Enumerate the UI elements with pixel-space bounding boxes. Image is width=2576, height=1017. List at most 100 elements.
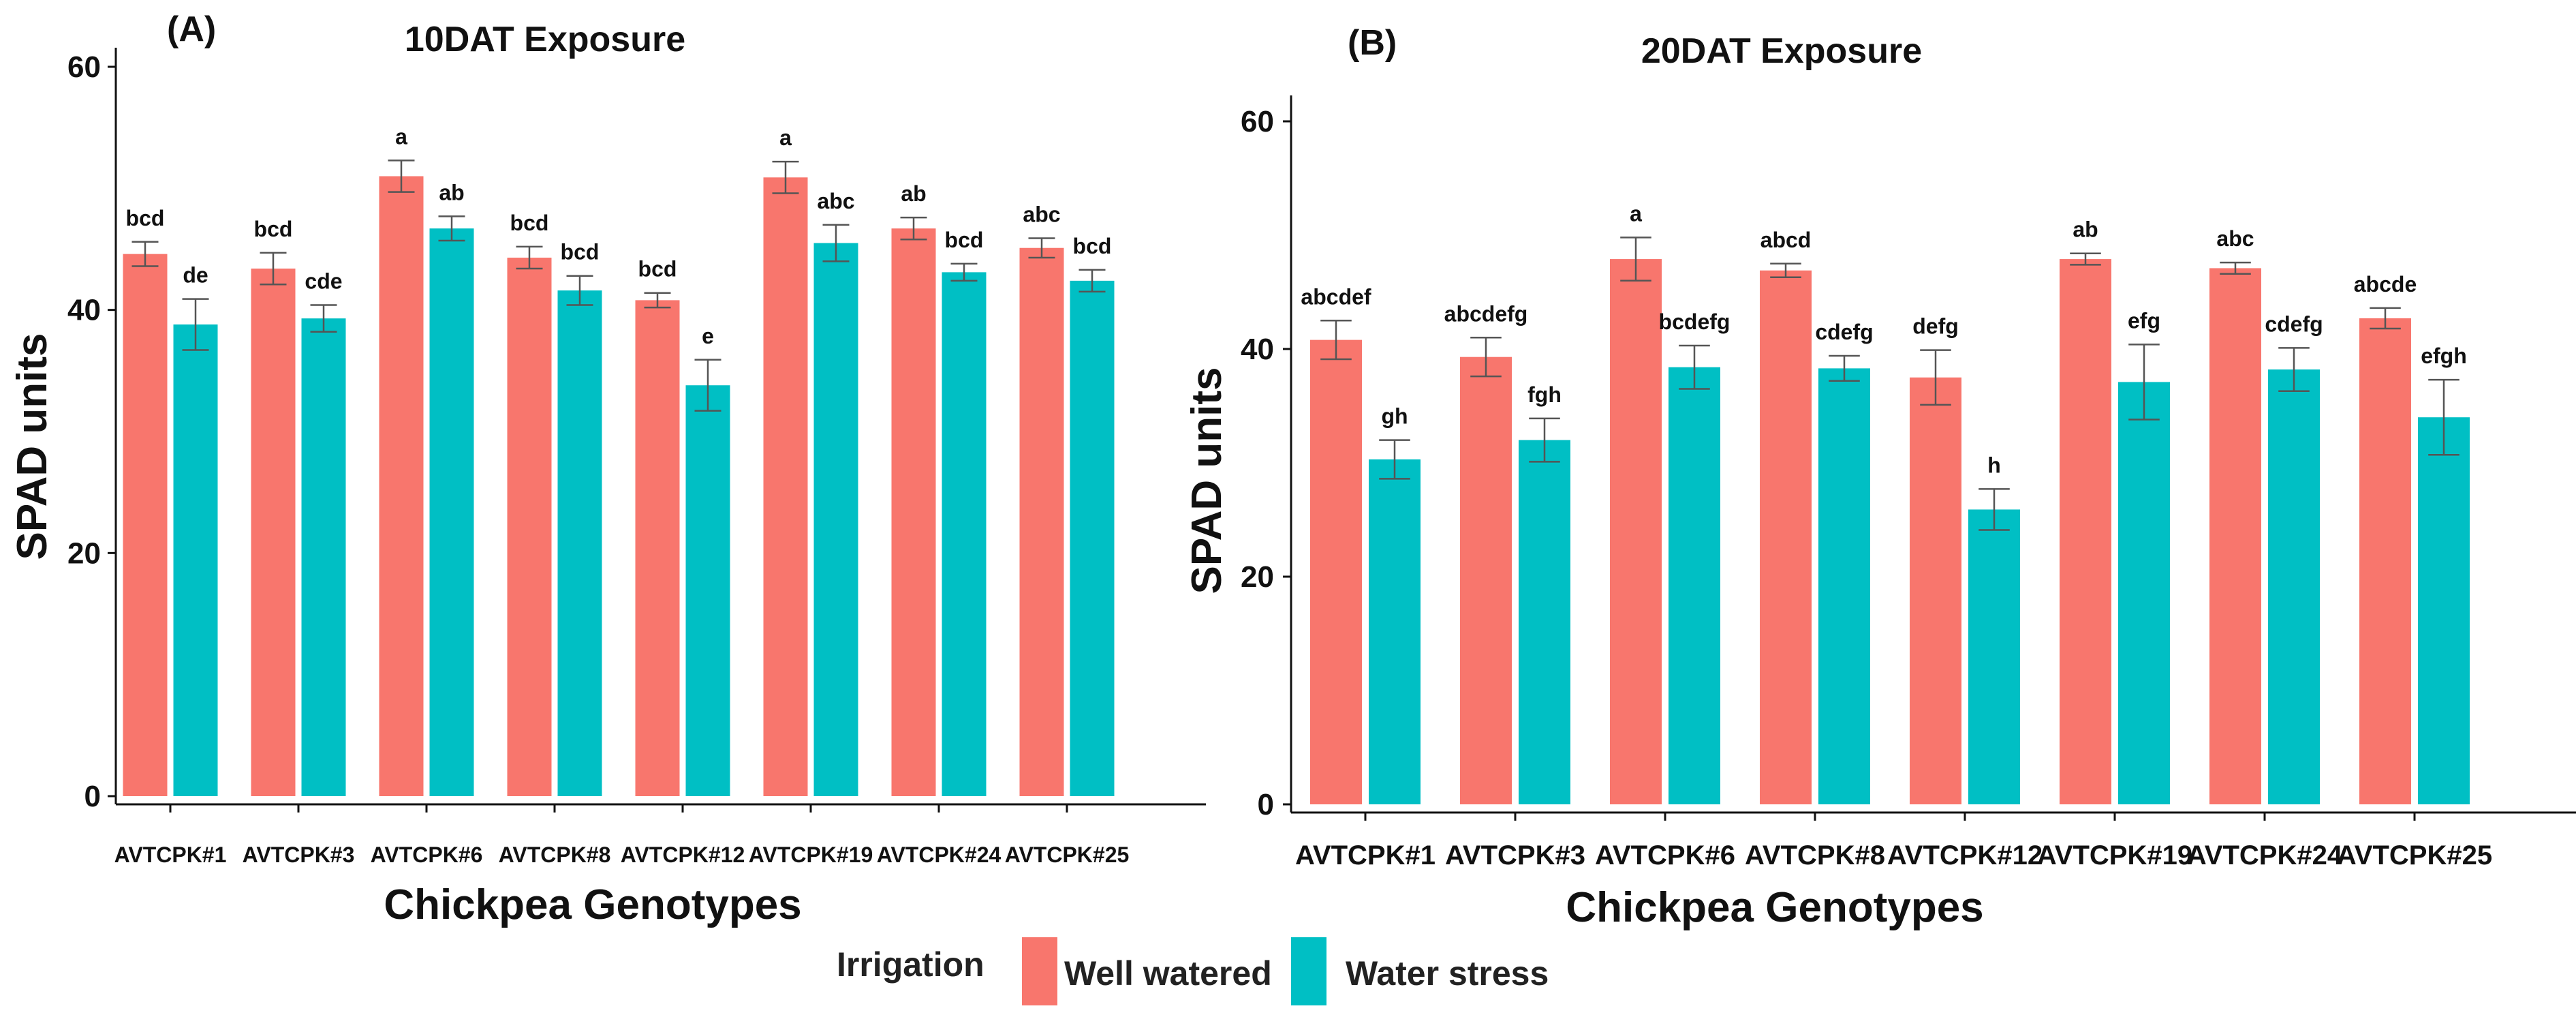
panel-a-y-axis-title: SPAD units — [9, 333, 56, 560]
panel-b-bar-water-stress — [1968, 509, 2020, 804]
panel-a-significance-label: cde — [305, 269, 342, 294]
legend: Irrigation Well watered Water stress — [837, 937, 1549, 1005]
panel-a-significance-label: ab — [439, 180, 464, 204]
panel-a-bar-well-watered — [635, 300, 680, 796]
panel-b-bar-well-watered — [2359, 318, 2411, 804]
panel-b-bar-water-stress — [2118, 382, 2170, 804]
panel-b-significance-label: abc — [2216, 226, 2254, 251]
legend-title: Irrigation — [837, 945, 984, 984]
panel-b-x-tick-label: AVTCPK#12 — [1887, 840, 2043, 870]
panel-a-bar-well-watered — [251, 269, 296, 796]
panel-a-label: (A) — [167, 10, 216, 49]
panel-a-y-tick-label: 60 — [67, 50, 101, 84]
panel-b-bar-well-watered — [1760, 270, 1812, 804]
panel-b-x-axis-title: Chickpea Genotypes — [1566, 884, 1983, 931]
panel-a-bar-water-stress — [813, 243, 858, 796]
panel-a: (A) 10DAT Exposure SPAD units Chickpea G… — [9, 10, 1206, 928]
legend-label-well-watered: Well watered — [1064, 954, 1272, 992]
panel-a-bar-well-watered — [891, 228, 936, 796]
panel-b-significance-label: abcdefg — [1444, 301, 1528, 326]
panel-b-bar-water-stress — [1818, 368, 1870, 804]
panel-b-significance-label: abcdef — [1301, 284, 1371, 309]
panel-b-significance-label: fgh — [1527, 382, 1562, 407]
panel-b-significance-label: ab — [2073, 217, 2098, 242]
panel-b-significance-label: abcde — [2354, 272, 2417, 297]
panel-a-bar-water-stress — [429, 228, 474, 796]
panel-a-significance-label: abc — [1023, 202, 1060, 226]
panel-a-bar-well-watered — [1019, 247, 1064, 796]
legend-swatch-well-watered — [1022, 937, 1057, 1005]
panel-b-y-axis-title: SPAD units — [1183, 367, 1230, 594]
panel-a-significance-label: a — [779, 125, 792, 150]
panel-a-bar-water-stress — [301, 318, 346, 796]
panel-a-x-tick-label: AVTCPK#6 — [371, 843, 483, 867]
panel-a-y-tick-label: 0 — [84, 780, 101, 813]
panel-a-bar-water-stress — [942, 272, 987, 797]
panel-a-y-tick-label: 20 — [67, 536, 101, 570]
panel-a-significance-label: bcd — [561, 240, 600, 264]
panel-b-x-tick-label: AVTCPK#24 — [2187, 840, 2343, 870]
panel-a-x-tick-label: AVTCPK#25 — [1005, 843, 1130, 867]
panel-b-x-tick-label: AVTCPK#6 — [1595, 840, 1735, 870]
panel-b-bar-well-watered — [2209, 268, 2261, 804]
panel-b-significance-label: efg — [2128, 308, 2160, 333]
panel-a-x-tick-label: AVTCPK#3 — [243, 843, 355, 867]
panel-b-significance-label: bcdefg — [1659, 309, 1731, 334]
panel-a-bar-water-stress — [557, 290, 602, 797]
panel-a-significance-label: bcd — [638, 257, 677, 282]
panel-b-x-tick-label: AVTCPK#1 — [1295, 840, 1436, 870]
panel-b-x-tick-label: AVTCPK#25 — [2337, 840, 2492, 870]
panel-a-plot-area: 0 20 40 60 bcd de AVTCPK#1 bcd cde AVTCPK#3 a ab AVT… — [67, 48, 1206, 867]
panel-a-bar-well-watered — [507, 257, 552, 796]
panel-b: (B) 20DAT Exposure SPAD units Chickpea G… — [1183, 23, 2576, 931]
panel-b-bar-water-stress — [1369, 459, 1421, 804]
panel-a-significance-label: bcd — [945, 228, 984, 252]
panel-a-title: 10DAT Exposure — [405, 20, 685, 59]
panel-a-bar-water-stress — [685, 385, 730, 796]
panel-a-y-tick-label: 40 — [67, 294, 101, 327]
panel-b-significance-label: defg — [1912, 314, 1959, 339]
panel-a-significance-label: bcd — [1073, 234, 1112, 258]
panel-b-bar-well-watered — [1310, 339, 1362, 804]
panel-a-bar-water-stress — [1070, 280, 1115, 796]
panel-b-title: 20DAT Exposure — [1641, 31, 1922, 71]
panel-b-x-tick-label: AVTCPK#19 — [2037, 840, 2192, 870]
panel-a-significance-label: de — [183, 263, 208, 288]
panel-b-significance-label: cdefg — [1815, 320, 1873, 344]
panel-a-significance-label: bcd — [510, 211, 549, 235]
panel-b-significance-label: cdefg — [2265, 312, 2323, 336]
panel-b-x-tick-label: AVTCPK#8 — [1745, 840, 1885, 870]
panel-b-y-tick-label: 40 — [1241, 333, 1274, 366]
panel-b-significance-label: h — [1987, 453, 2001, 477]
panel-a-x-tick-label: AVTCPK#19 — [749, 843, 873, 867]
legend-label-water-stress: Water stress — [1346, 954, 1549, 992]
panel-a-bar-water-stress — [173, 324, 218, 797]
panel-b-bar-water-stress — [2268, 369, 2320, 804]
panel-b-significance-label: efgh — [2421, 344, 2467, 368]
panel-a-significance-label: ab — [901, 181, 926, 206]
panel-b-significance-label: a — [1630, 201, 1642, 226]
panel-b-bar-water-stress — [2418, 417, 2470, 804]
panel-a-x-tick-label: AVTCPK#1 — [114, 843, 227, 867]
panel-b-x-tick-label: AVTCPK#3 — [1445, 840, 1585, 870]
panel-b-bar-well-watered — [1610, 259, 1662, 804]
panel-b-significance-label: gh — [1381, 404, 1408, 429]
panel-b-bar-well-watered — [1910, 377, 1961, 804]
panel-b-plot-area: 0204060abcdefghAVTCPK#1abcdefgfghAVTCPK#… — [1241, 95, 2576, 870]
panel-a-x-tick-label: AVTCPK#12 — [621, 843, 745, 867]
panel-a-x-tick-label: AVTCPK#8 — [499, 843, 611, 867]
panel-b-y-tick-label: 0 — [1258, 788, 1274, 821]
panel-a-significance-label: abc — [817, 189, 854, 213]
panel-a-significance-label: bcd — [254, 217, 293, 241]
panel-a-significance-label: bcd — [126, 206, 165, 230]
panel-a-bar-well-watered — [763, 177, 808, 796]
panel-b-bar-water-stress — [1669, 367, 1720, 804]
panel-a-bar-well-watered — [123, 254, 168, 797]
panel-a-x-axis-title: Chickpea Genotypes — [384, 881, 801, 928]
panel-b-label: (B) — [1348, 23, 1397, 63]
legend-swatch-water-stress — [1291, 937, 1326, 1005]
panel-a-significance-label: a — [395, 124, 407, 149]
panel-b-y-tick-label: 20 — [1241, 560, 1274, 594]
panel-b-bar-well-watered — [2060, 259, 2111, 804]
